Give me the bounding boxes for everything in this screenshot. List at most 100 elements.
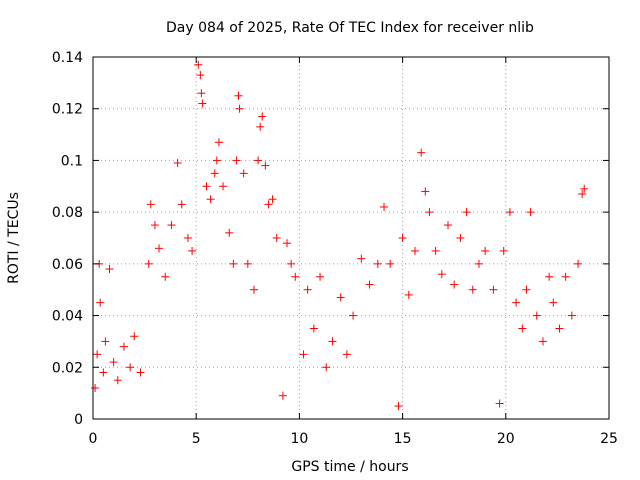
roti-data-point xyxy=(272,234,281,242)
x-tick-label: 25 xyxy=(600,431,618,447)
roti-data-point xyxy=(380,202,389,211)
roti-data-point xyxy=(113,376,122,385)
roti-data-point xyxy=(109,358,118,367)
roti-data-point xyxy=(210,169,219,178)
roti-data-point xyxy=(505,208,514,217)
roti-data-point xyxy=(437,270,446,279)
roti-data-point xyxy=(268,195,277,204)
roti-data-point xyxy=(234,91,243,100)
chart-title: Day 084 of 2025, Rate Of TEC Index for r… xyxy=(166,20,534,36)
roti-data-point xyxy=(136,368,145,377)
roti-data-point xyxy=(105,265,114,274)
x-tick-label: 15 xyxy=(394,431,412,447)
roti-data-point xyxy=(456,234,465,242)
roti-data-point xyxy=(431,246,440,255)
roti-data-point xyxy=(287,259,296,268)
roti-data-point xyxy=(417,148,426,157)
roti-data-point xyxy=(229,259,238,268)
roti-data-point xyxy=(235,104,244,113)
roti-data-point xyxy=(468,285,477,294)
y-tick-label: 0.12 xyxy=(52,102,83,118)
roti-data-point xyxy=(561,272,570,281)
roti-data-point xyxy=(518,324,527,333)
roti-data-point xyxy=(549,298,558,307)
roti-data-point xyxy=(365,280,374,289)
roti-data-point xyxy=(328,337,337,346)
x-tick-label: 10 xyxy=(290,431,308,447)
roti-data-point xyxy=(512,298,521,307)
roti-data-point xyxy=(194,60,203,69)
roti-data-point xyxy=(342,350,351,359)
roti-data-point xyxy=(167,221,176,230)
roti-data-point xyxy=(394,402,403,411)
roti-data-point xyxy=(212,156,221,165)
roti-data-point xyxy=(264,200,273,209)
roti-data-point xyxy=(239,169,248,178)
roti-data-point xyxy=(232,156,241,165)
y-tick-label: 0.06 xyxy=(52,257,83,273)
roti-data-point xyxy=(567,311,576,320)
roti-data-point xyxy=(93,350,102,359)
plot-border xyxy=(92,56,610,420)
roti-data-point xyxy=(197,89,206,98)
roti-data-point xyxy=(489,285,498,294)
x-tick-label: 20 xyxy=(497,431,515,447)
roti-data-point xyxy=(150,221,159,230)
roti-data-point xyxy=(462,208,471,217)
roti-data-point xyxy=(225,228,234,237)
roti-data-point xyxy=(183,234,192,242)
x-tick-label: 0 xyxy=(89,431,98,447)
roti-data-point xyxy=(444,221,453,230)
roti-data-point xyxy=(243,259,252,268)
x-tick-label: 5 xyxy=(192,431,201,447)
roti-data-point xyxy=(254,156,263,165)
roti-data-point xyxy=(161,272,170,281)
roti-data-point xyxy=(522,285,531,294)
roti-data-point xyxy=(398,234,407,242)
roti-data-point xyxy=(258,112,267,121)
roti-data-point xyxy=(291,272,300,281)
roti-data-point xyxy=(386,259,395,268)
roti-data-point xyxy=(580,184,589,193)
y-tick-label: 0.14 xyxy=(52,50,83,66)
roti-data-point xyxy=(410,246,419,255)
roti-data-point xyxy=(481,246,490,255)
roti-data-point xyxy=(578,190,587,199)
roti-data-point xyxy=(101,337,110,346)
y-tick-label: 0.02 xyxy=(52,360,83,376)
roti-data-point xyxy=(538,337,547,346)
x-axis-title: GPS time / hours xyxy=(291,459,408,475)
roti-data-point xyxy=(119,342,128,351)
roti-data-point xyxy=(336,293,345,302)
roti-data-point xyxy=(425,208,434,217)
data-points xyxy=(91,60,589,411)
roti-data-point xyxy=(474,259,483,268)
roti-data-point xyxy=(188,246,197,255)
roti-data-point xyxy=(177,200,186,209)
roti-data-point xyxy=(545,272,554,281)
roti-data-point xyxy=(309,324,318,333)
roti-data-point xyxy=(450,280,459,289)
roti-data-point xyxy=(130,332,139,341)
roti-data-point xyxy=(96,298,105,307)
roti-data-point xyxy=(404,290,413,299)
roti-data-point xyxy=(202,182,211,191)
roti-data-point xyxy=(99,368,108,377)
roti-data-point xyxy=(303,285,312,294)
roti-data-point xyxy=(555,324,564,333)
roti-data-point xyxy=(249,285,258,294)
roti-data-point xyxy=(155,244,164,253)
roti-data-point xyxy=(91,383,100,392)
roti-data-point xyxy=(173,159,182,168)
roti-data-point xyxy=(357,254,366,263)
roti-data-point xyxy=(256,122,265,131)
roti-data-point xyxy=(214,138,223,147)
roti-data-point xyxy=(126,363,135,372)
roti-data-point xyxy=(495,399,504,408)
roti-data-point xyxy=(278,391,287,400)
y-tick-label: 0 xyxy=(74,412,83,428)
roti-data-point xyxy=(283,239,292,248)
roti-data-point xyxy=(146,200,155,209)
